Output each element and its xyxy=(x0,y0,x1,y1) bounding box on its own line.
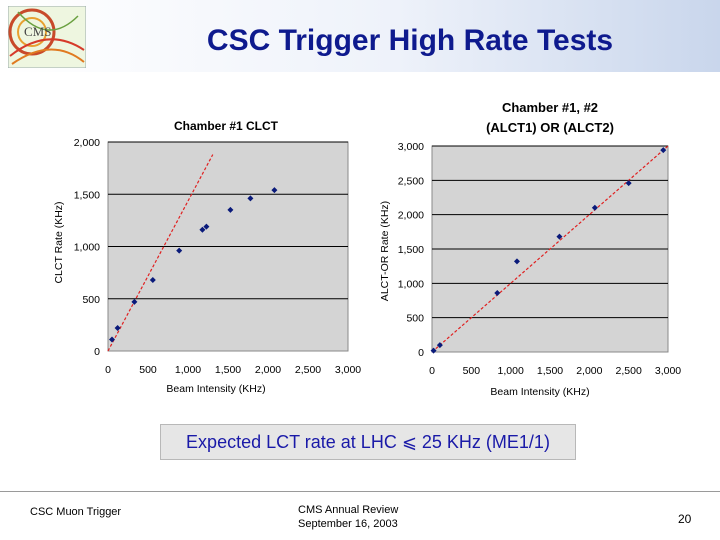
alct-x-axis-label: Beam Intensity (KHz) xyxy=(490,386,589,398)
alct-data-point xyxy=(591,204,598,211)
clct-x-axis-label: Beam Intensity (KHz) xyxy=(166,383,265,395)
footer-review-info: CMS Annual Review September 16, 2003 xyxy=(298,503,398,531)
clct-y-axis-label: CLCT Rate (KHz) xyxy=(53,201,65,283)
clct-data-point xyxy=(109,336,115,343)
alct-chart-title: Chamber #1, #2 xyxy=(502,100,598,115)
clct-data-point xyxy=(247,195,254,202)
alct-y-tick-label: 1,000 xyxy=(398,278,424,290)
clct-data-point xyxy=(149,276,156,283)
clct-data-point xyxy=(176,247,183,254)
alct-data-point xyxy=(436,342,443,349)
alct-data-point xyxy=(625,180,632,187)
alct-y-tick-label: 0 xyxy=(418,347,424,359)
alct-y-tick-label: 1,500 xyxy=(398,244,424,256)
footer-event-name: CSC Muon Trigger xyxy=(30,506,122,518)
alct-chart-title: (ALCT1) OR (ALCT2) xyxy=(486,120,614,135)
clct-x-tick-label: 1,000 xyxy=(175,364,201,376)
clct-data-point xyxy=(199,226,206,233)
clct-rate-chart: 0 500 1,000 1,500 2,000 0 500 1,000 1,500 2,000 2,… xyxy=(53,100,681,398)
alct-x-tick-label: 1,500 xyxy=(537,365,563,377)
footer-review-title: CMS Annual Review xyxy=(298,504,399,516)
clct-x-tick-label: 1,500 xyxy=(215,364,241,376)
alct-y-tick-label: 2,500 xyxy=(398,175,424,187)
clct-data-point xyxy=(203,223,210,230)
clct-data-point xyxy=(114,325,121,332)
footer-review-date: September 16, 2003 xyxy=(298,518,398,530)
clct-y-tick-label: 0 xyxy=(94,346,100,358)
alct-data-point xyxy=(494,289,501,296)
alct-x-tick-label: 2,500 xyxy=(616,365,642,377)
alct-x-tick-label: 500 xyxy=(463,365,481,377)
alct-data-point xyxy=(556,233,563,240)
clct-y-tick-label: 1,000 xyxy=(74,242,100,254)
clct-x-tick-label: 500 xyxy=(139,364,157,376)
expected-rate-caption: Expected LCT rate at LHC ⩽ 25 KHz (ME1/1… xyxy=(160,424,576,460)
clct-x-tick-label: 0 xyxy=(105,364,111,376)
alct-x-tick-label: 2,000 xyxy=(576,365,602,377)
clct-x-tick-label: 3,000 xyxy=(335,364,361,376)
alct-x-tick-label: 0 xyxy=(429,365,435,377)
alct-data-point xyxy=(513,258,520,265)
clct-data-point xyxy=(131,298,138,305)
clct-x-tick-label: 2,000 xyxy=(255,364,281,376)
alct-y-tick-label: 500 xyxy=(406,313,424,325)
alct-x-tick-label: 3,000 xyxy=(655,365,681,377)
alct-y-tick-label: 2,000 xyxy=(398,210,424,222)
clct-y-tick-label: 500 xyxy=(82,294,100,306)
svg-text:CMS: CMS xyxy=(24,24,51,39)
clct-y-tick-label: 2,000 xyxy=(74,137,100,149)
clct-data-point xyxy=(271,187,278,194)
clct-fit-line xyxy=(107,154,214,352)
alct-y-tick-label: 3,000 xyxy=(398,141,424,153)
clct-data-point xyxy=(227,206,234,213)
clct-y-tick-label: 1,500 xyxy=(74,189,100,201)
slide-title: CSC Trigger High Rate Tests xyxy=(206,24,614,57)
cms-logo: CMS xyxy=(8,6,86,68)
title-banner xyxy=(0,0,720,72)
alct-data-point xyxy=(660,147,667,154)
alct-y-axis-label: ALCT-OR Rate (KHz) xyxy=(379,201,391,301)
alct-x-tick-label: 1,000 xyxy=(498,365,524,377)
page-number: 20 xyxy=(678,512,692,526)
clct-chart-title: Chamber #1 CLCT xyxy=(174,119,279,133)
footer-divider xyxy=(0,491,720,492)
alct-data-point xyxy=(430,347,437,354)
clct-x-tick-label: 2,500 xyxy=(295,364,321,376)
